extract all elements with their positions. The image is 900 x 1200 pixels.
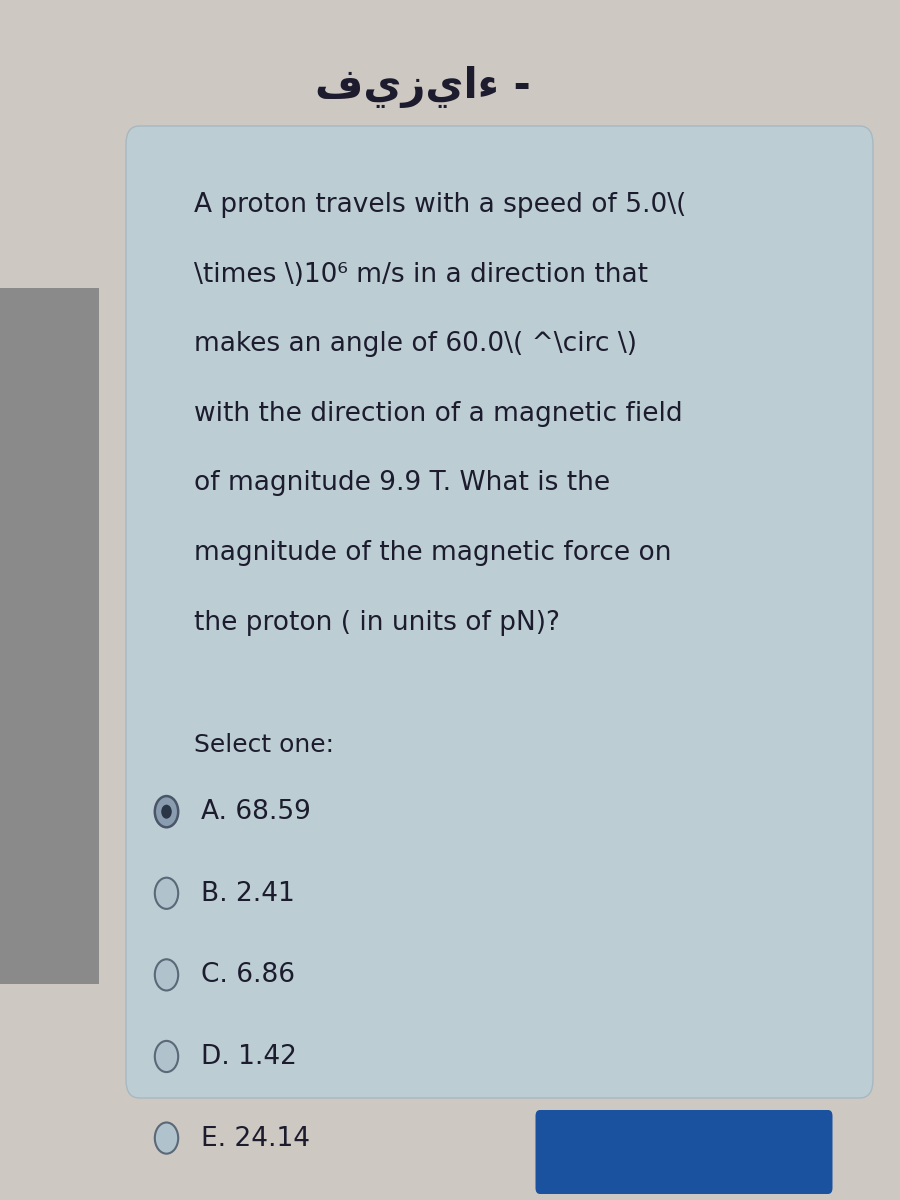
Circle shape [155, 796, 178, 827]
Text: A proton travels with a speed of 5.0\(: A proton travels with a speed of 5.0\( [194, 192, 686, 218]
Text: Select one:: Select one: [194, 733, 334, 757]
Text: magnitude of the magnetic force on: magnitude of the magnetic force on [194, 540, 671, 566]
Text: D. 1.42: D. 1.42 [201, 1044, 297, 1070]
Circle shape [161, 805, 172, 818]
Text: the proton ( in units of pN)?: the proton ( in units of pN)? [194, 610, 560, 636]
Text: فيزياء -: فيزياء - [315, 66, 531, 108]
Circle shape [155, 877, 178, 908]
Text: C. 6.86: C. 6.86 [201, 962, 294, 989]
FancyBboxPatch shape [0, 288, 99, 984]
Text: with the direction of a magnetic field: with the direction of a magnetic field [194, 401, 682, 427]
Text: makes an angle of 60.0\( ^\circ \): makes an angle of 60.0\( ^\circ \) [194, 331, 636, 358]
FancyBboxPatch shape [536, 1110, 832, 1194]
Circle shape [155, 1040, 178, 1072]
Text: A. 68.59: A. 68.59 [201, 799, 310, 826]
Text: E. 24.14: E. 24.14 [201, 1126, 310, 1152]
Text: of magnitude 9.9 T. What is the: of magnitude 9.9 T. What is the [194, 470, 609, 497]
Circle shape [155, 1122, 178, 1153]
Text: \times \)10⁶ m/s in a direction that: \times \)10⁶ m/s in a direction that [194, 262, 647, 288]
Text: B. 2.41: B. 2.41 [201, 881, 294, 907]
Circle shape [155, 959, 178, 990]
FancyBboxPatch shape [126, 126, 873, 1098]
